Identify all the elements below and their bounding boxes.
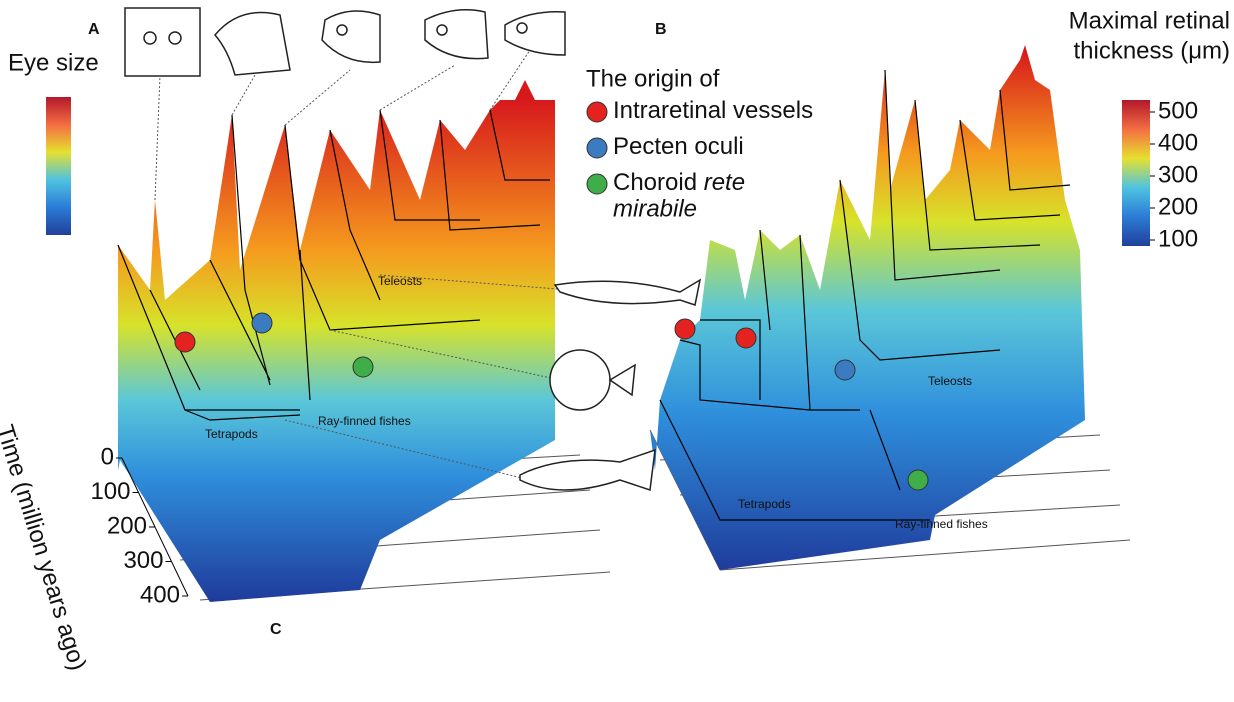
time-axis-title: Time (million years ago) <box>0 422 91 674</box>
legend-label: Pecten oculi <box>613 133 744 160</box>
time-tick-label: 300 <box>123 547 163 574</box>
clade-label: Ray-finned fishes <box>318 414 411 428</box>
origin-marker <box>675 319 695 339</box>
legend-label-text: Choroid <box>613 169 697 196</box>
eye-size-colorbar <box>46 97 71 235</box>
origin-marker <box>736 328 756 348</box>
time-tick-label: 400 <box>140 581 180 608</box>
colorbar-title: thickness (μm) <box>1073 37 1230 64</box>
panel-label: C <box>270 621 282 638</box>
legend-marker <box>587 138 607 158</box>
colorbar-tick-label: 200 <box>1158 193 1198 220</box>
colorbar-tick-label: 500 <box>1158 97 1198 124</box>
clade-label: Tetrapods <box>205 427 258 441</box>
legend-marker <box>587 174 607 194</box>
time-tick-label: 100 <box>90 478 130 505</box>
clade-label: Ray-finned fishes <box>895 517 988 531</box>
origin-marker <box>353 357 373 377</box>
thickness-colorbar <box>1122 100 1150 246</box>
origin-marker <box>175 332 195 352</box>
legend-label: Choroid rete <box>613 169 745 196</box>
panel-label: A <box>88 21 100 38</box>
clade-label: Teleosts <box>928 374 972 388</box>
legend-marker <box>587 102 607 122</box>
legend-label-italic: mirabile <box>613 195 697 222</box>
colorbar-tick-label: 400 <box>1158 129 1198 156</box>
colorbar-title: Maximal retinal <box>1069 7 1230 34</box>
colorbar-title: Eye size <box>8 49 99 76</box>
legend-label-italic: rete <box>704 169 745 196</box>
clade-label: Tetrapods <box>738 497 791 511</box>
panel-label: B <box>655 21 667 38</box>
time-tick-label: 0 <box>101 443 114 470</box>
origin-marker <box>252 313 272 333</box>
clade-label: Teleosts <box>378 274 422 288</box>
origin-marker <box>835 360 855 380</box>
legend-label-text: Intraretinal vessels <box>613 97 813 124</box>
colorbar-tick-label: 100 <box>1158 225 1198 252</box>
time-tick-label: 200 <box>107 512 147 539</box>
figure: Eye size Maximal retinal thickness (μm) … <box>0 0 1234 702</box>
colorbar-tick-label: 300 <box>1158 161 1198 188</box>
legend-label: Intraretinal vessels <box>613 97 813 124</box>
legend-title: The origin of <box>586 65 720 92</box>
legend-label-text: Pecten oculi <box>613 133 744 160</box>
origin-marker <box>908 470 928 490</box>
